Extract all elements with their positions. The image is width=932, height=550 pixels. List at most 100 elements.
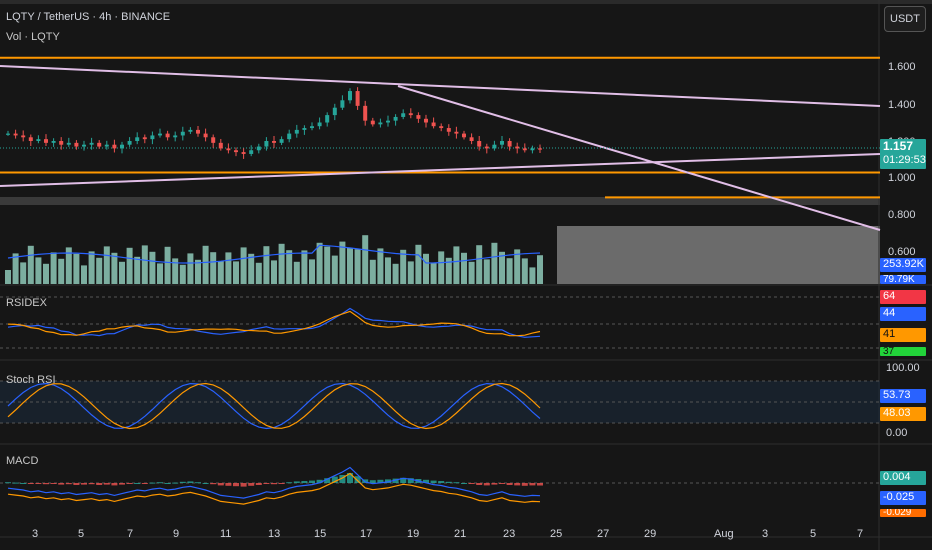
- macd-histogram-bar: [438, 481, 445, 483]
- time-tick: 19: [407, 528, 420, 540]
- volume-bar: [445, 257, 452, 284]
- macd-histogram-bar: [27, 483, 34, 484]
- macd-histogram-bar: [210, 483, 217, 485]
- volume-bar: [96, 257, 103, 284]
- volume-bar: [217, 261, 224, 284]
- candle-body: [173, 135, 178, 138]
- macd-histogram-bar: [430, 480, 437, 483]
- candle-body: [97, 142, 102, 147]
- candle-body: [431, 122, 436, 127]
- top-bar: [0, 0, 932, 4]
- macd-signal-line: [7, 472, 541, 505]
- macd-histogram-bar: [377, 479, 384, 483]
- candle-body: [234, 150, 238, 153]
- candle-body: [196, 129, 200, 134]
- macd-histogram-bar: [537, 483, 543, 486]
- volume-bar: [293, 261, 300, 284]
- volume-bar: [331, 255, 338, 284]
- macd-histogram-bar: [111, 483, 118, 486]
- volume-bar: [111, 252, 118, 284]
- candle-body: [211, 137, 216, 143]
- macd-histogram-bar: [43, 483, 49, 485]
- candle-body: [408, 113, 413, 116]
- volume-bar: [225, 252, 232, 284]
- candle-body: [317, 122, 322, 127]
- macd-histogram-bar: [217, 483, 224, 486]
- volume-bar: [430, 262, 437, 284]
- volume-bar: [506, 258, 513, 284]
- macd-histogram-bar: [316, 479, 323, 483]
- candle-body: [51, 141, 56, 143]
- macd-histogram-bar: [347, 473, 353, 483]
- stoch-k-value: 53.73: [880, 389, 926, 403]
- macd-histogram-bar: [126, 483, 133, 484]
- volume-bar: [233, 261, 239, 284]
- volume-bar: [461, 252, 467, 284]
- macd-histogram-bar: [468, 483, 475, 484]
- candle-body: [279, 139, 284, 143]
- price-tick: 0.600: [888, 246, 916, 258]
- currency-button[interactable]: USDT: [884, 6, 926, 32]
- trend-line-upper: [0, 65, 881, 107]
- macd-histogram-bar: [119, 483, 125, 485]
- volume-bar: [392, 263, 399, 284]
- macd-histogram-bar: [483, 483, 490, 486]
- volume-bar: [309, 259, 315, 284]
- candle-body: [272, 141, 276, 143]
- rsidex-line: [7, 307, 541, 338]
- candle-body: [439, 126, 444, 129]
- macd-histogram-bar: [172, 482, 179, 484]
- macd-histogram-bar: [248, 483, 255, 486]
- volume-bar: [240, 247, 247, 284]
- candle-body: [515, 146, 520, 149]
- time-tick: 7: [127, 528, 134, 540]
- time-tick: 23: [503, 528, 516, 540]
- candle-body: [74, 142, 79, 147]
- candle-body: [66, 142, 71, 145]
- macd-signal-value: -0.029: [880, 509, 926, 517]
- candle-body: [386, 120, 390, 123]
- volume-bar: [339, 241, 346, 284]
- volume-bar: [369, 259, 376, 284]
- price-tick: 1.600: [888, 61, 916, 73]
- candle-body: [424, 118, 428, 123]
- volume-bar: [20, 262, 27, 284]
- candle-body: [522, 148, 527, 151]
- chart-title: LQTY / TetherUS · 4h · BINANCE: [6, 11, 171, 23]
- stoch-rsi-label: Stoch RSI: [6, 374, 56, 386]
- macd-label: MACD: [6, 455, 39, 467]
- volume-bar: [141, 245, 148, 284]
- countdown-value: 01:29:53: [883, 154, 926, 166]
- time-tick: 9: [173, 528, 180, 540]
- volume-bar: [271, 260, 277, 284]
- time-tick: 11: [220, 528, 232, 540]
- volume-bar: [187, 253, 194, 284]
- volume-bar: [172, 258, 179, 284]
- macd-histogram-bar: [240, 483, 247, 487]
- volume-bar: [195, 259, 201, 284]
- macd-histogram-bar: [58, 483, 65, 485]
- volume-bar: [415, 244, 422, 284]
- rsidex-signal-line: [7, 310, 541, 337]
- candle-body: [82, 144, 86, 147]
- time-tick: 7: [857, 528, 864, 540]
- time-tick: 13: [268, 528, 281, 540]
- candle-body: [500, 141, 504, 145]
- candle-body: [104, 144, 109, 147]
- stoch-d-line: [7, 382, 541, 430]
- rsidex-value-red: 64: [880, 290, 926, 304]
- volume-bar: [347, 248, 353, 284]
- trend-line-down: [397, 85, 881, 231]
- macd-histogram-bar: [423, 479, 429, 483]
- candle-body: [135, 137, 140, 141]
- macd-histogram-bar: [187, 481, 194, 483]
- volume-bar: [362, 235, 369, 284]
- volume-bar: [58, 258, 65, 284]
- macd-histogram-bar: [400, 477, 407, 483]
- volume-bar: [400, 249, 407, 284]
- macd-histogram-bar: [392, 478, 399, 483]
- candle-body: [416, 115, 421, 119]
- volume-bar: [43, 263, 49, 284]
